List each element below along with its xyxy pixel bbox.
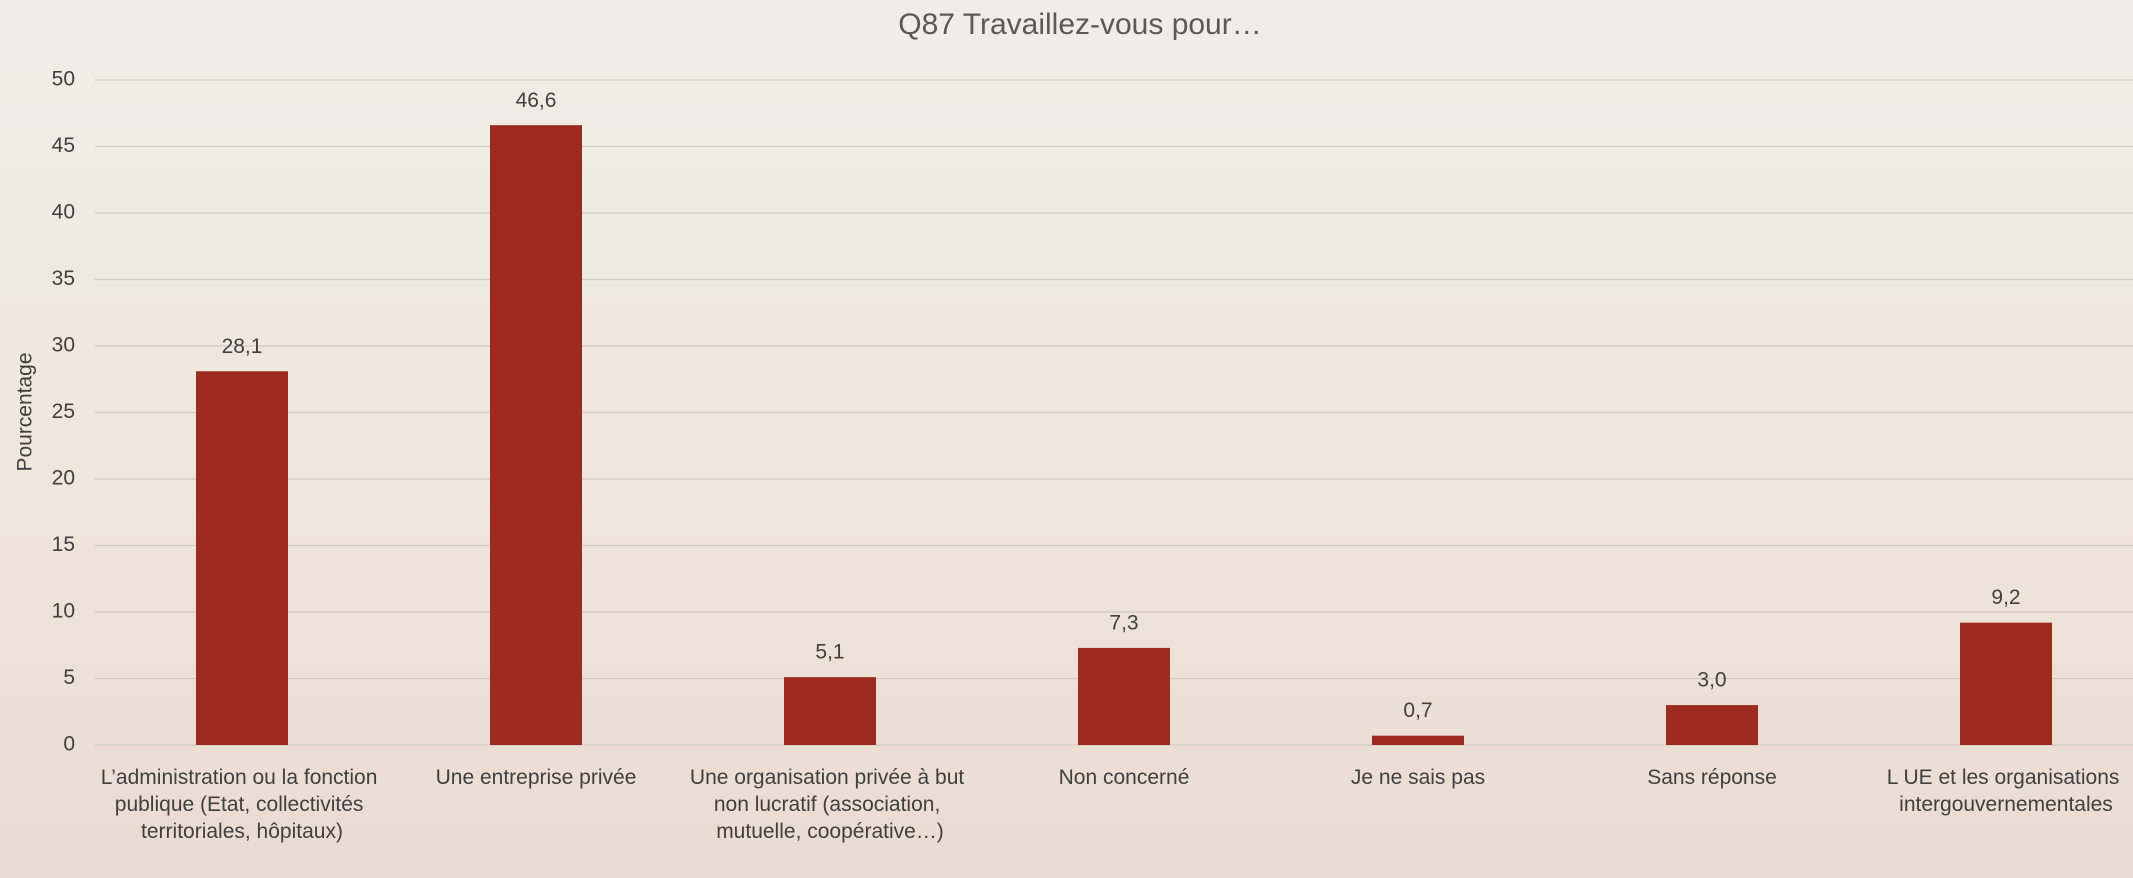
y-tick-label: 5 — [63, 666, 75, 689]
value-label: 7,3 — [1109, 611, 1138, 634]
value-label: 5,1 — [815, 641, 844, 664]
bar — [1078, 648, 1170, 745]
bar — [490, 125, 582, 745]
y-tick-label: 25 — [52, 400, 75, 423]
value-label: 3,0 — [1697, 669, 1726, 692]
bar — [1666, 705, 1758, 745]
bar — [1960, 623, 2052, 745]
y-tick-label: 45 — [52, 134, 75, 157]
bar — [1372, 736, 1464, 745]
chart-title: Q87 Travaillez-vous pour… — [898, 8, 1262, 41]
background — [0, 0, 2133, 878]
x-tick-label: Sans réponse — [1647, 766, 1777, 789]
y-tick-label: 40 — [52, 201, 75, 224]
x-tick-label: Je ne sais pas — [1351, 766, 1485, 789]
x-tick-label: L’administration ou la fonction publique… — [101, 766, 384, 843]
value-label: 28,1 — [222, 335, 263, 358]
chart: Q87 Travaillez-vous pour… Pourcentage 0 5… — [0, 0, 2133, 878]
x-tick-label: Une organisation privée à but non lucrat… — [690, 766, 970, 843]
bar — [784, 677, 876, 745]
y-tick-label: 0 — [63, 733, 75, 756]
y-tick-label: 15 — [52, 533, 75, 556]
x-tick-label: Non concerné — [1059, 766, 1190, 789]
y-tick-label: 10 — [52, 600, 75, 623]
y-tick-label: 30 — [52, 334, 75, 357]
y-tick-label: 50 — [52, 68, 75, 91]
bar — [196, 371, 288, 745]
y-axis-title: Pourcentage — [14, 352, 37, 471]
y-tick-label: 20 — [52, 467, 75, 490]
x-tick-label: Une entreprise privée — [436, 766, 637, 789]
value-label: 46,6 — [516, 89, 557, 112]
value-label: 0,7 — [1403, 699, 1432, 722]
value-label: 9,2 — [1991, 586, 2020, 609]
y-tick-label: 35 — [52, 267, 75, 290]
